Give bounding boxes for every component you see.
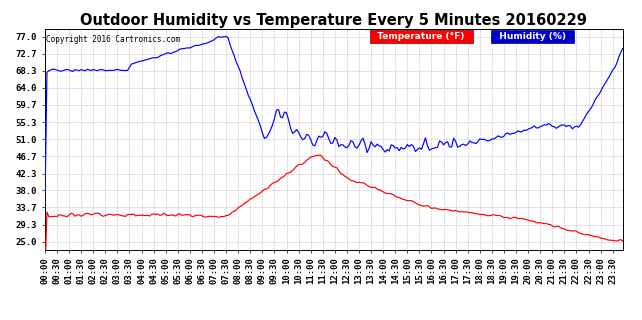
Text: Humidity (%): Humidity (%)	[493, 32, 572, 41]
Title: Outdoor Humidity vs Temperature Every 5 Minutes 20160229: Outdoor Humidity vs Temperature Every 5 …	[80, 12, 587, 28]
Text: Copyright 2016 Cartronics.com: Copyright 2016 Cartronics.com	[46, 36, 180, 44]
Text: Temperature (°F): Temperature (°F)	[371, 32, 471, 41]
